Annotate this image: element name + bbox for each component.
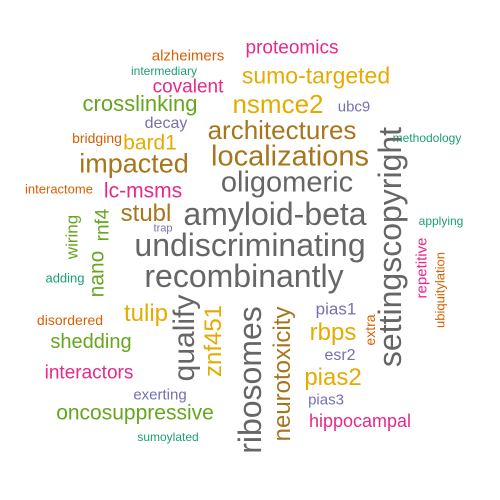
- word: extra: [362, 314, 378, 346]
- word: impacted: [79, 148, 189, 179]
- word: ribosomes: [232, 306, 268, 454]
- word: neurotoxicity: [269, 306, 296, 442]
- word: exerting: [133, 386, 187, 404]
- word: pias1: [315, 299, 357, 319]
- word: crosslinking: [82, 91, 198, 116]
- word: covalent: [152, 76, 224, 98]
- word: ubc9: [337, 98, 371, 116]
- word: bard1: [123, 131, 177, 155]
- word: znf451: [200, 304, 227, 378]
- word: oligomeric: [220, 166, 354, 199]
- word: settingscopyright: [372, 126, 408, 368]
- word: bridging: [72, 130, 122, 146]
- word: alzheimers: [151, 47, 225, 65]
- word: architectures: [207, 115, 357, 145]
- word: nano: [85, 250, 109, 298]
- word: trap: [153, 222, 173, 235]
- word: esr2: [324, 347, 356, 364]
- word: intermediary: [130, 64, 198, 78]
- word: recombinantly: [144, 258, 344, 294]
- word: interactome: [25, 181, 93, 197]
- word: methodology: [392, 131, 462, 145]
- word: adding: [45, 270, 85, 286]
- word: wiring: [62, 214, 82, 260]
- word: stubl: [120, 200, 172, 227]
- word: sumoylated: [137, 430, 199, 444]
- word: pias3: [308, 391, 344, 409]
- word: shedding: [50, 331, 132, 353]
- word: interactors: [44, 362, 134, 384]
- word: ubiquitylation: [432, 252, 448, 328]
- word: decay: [144, 115, 188, 132]
- word: rbps: [309, 319, 357, 346]
- word: oncosuppressive: [56, 401, 214, 425]
- word: lc-msms: [103, 179, 183, 203]
- word: sumo-targeted: [241, 62, 391, 89]
- word: rnf4: [92, 208, 114, 242]
- word: repetitive: [413, 237, 431, 299]
- word: tulip: [123, 300, 169, 327]
- word: applying: [418, 214, 464, 228]
- word: nsmce2: [232, 89, 324, 119]
- word: pias2: [304, 364, 362, 391]
- word: disordered: [36, 312, 104, 328]
- word: qualify: [168, 294, 201, 382]
- word: hippocampal: [308, 411, 412, 431]
- word: amyloid-beta: [183, 196, 367, 232]
- word: undiscriminating: [134, 227, 366, 263]
- word: proteomics: [245, 37, 339, 59]
- word: localizations: [211, 140, 369, 173]
